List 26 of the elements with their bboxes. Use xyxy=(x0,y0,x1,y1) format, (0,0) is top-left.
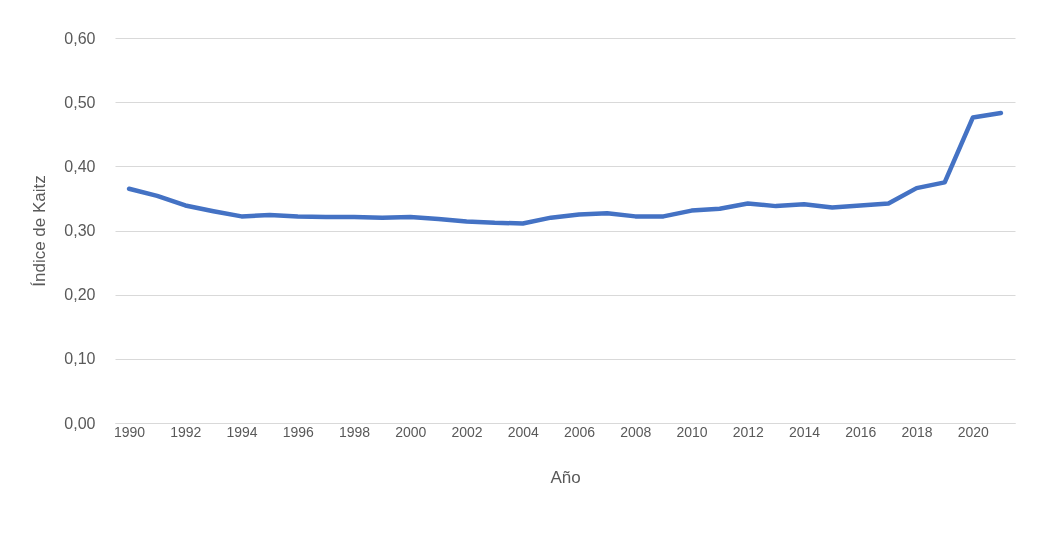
y-axis-title: Índice de Kaitz xyxy=(30,175,50,287)
y-tick-label: 0,50 xyxy=(64,93,96,111)
x-tick-label: 2012 xyxy=(732,423,765,440)
x-tick-label: 2000 xyxy=(395,423,427,440)
x-axis-title: Año xyxy=(550,467,581,487)
x-tick-label: 2008 xyxy=(620,423,652,440)
x-tick-label: 2016 xyxy=(845,423,877,440)
x-tick-label: 2006 xyxy=(563,423,596,440)
y-tick-label: 0,20 xyxy=(64,286,96,304)
x-tick-label: 1994 xyxy=(226,423,258,440)
x-tick-label: 2002 xyxy=(451,423,483,440)
y-tick-label: 0,40 xyxy=(64,157,96,175)
x-tick-label: 1990 xyxy=(113,423,146,440)
x-tick-label: 2010 xyxy=(676,423,708,440)
y-tick-label: 0,60 xyxy=(64,29,96,47)
y-tick-label: 0,30 xyxy=(64,222,96,239)
x-tick-label: 2018 xyxy=(901,423,933,440)
x-tick-label: 2004 xyxy=(507,423,540,440)
y-tick-label: 0,00 xyxy=(64,414,96,432)
x-tick-label: 1998 xyxy=(338,423,371,440)
x-tick-label: 1992 xyxy=(170,423,202,440)
x-tick-label: 1996 xyxy=(282,423,315,440)
line-series xyxy=(126,110,1004,226)
y-tick-label: 0,10 xyxy=(64,350,96,368)
x-tick-label: 2014 xyxy=(788,423,821,440)
x-tick-label: 2020 xyxy=(957,423,990,440)
